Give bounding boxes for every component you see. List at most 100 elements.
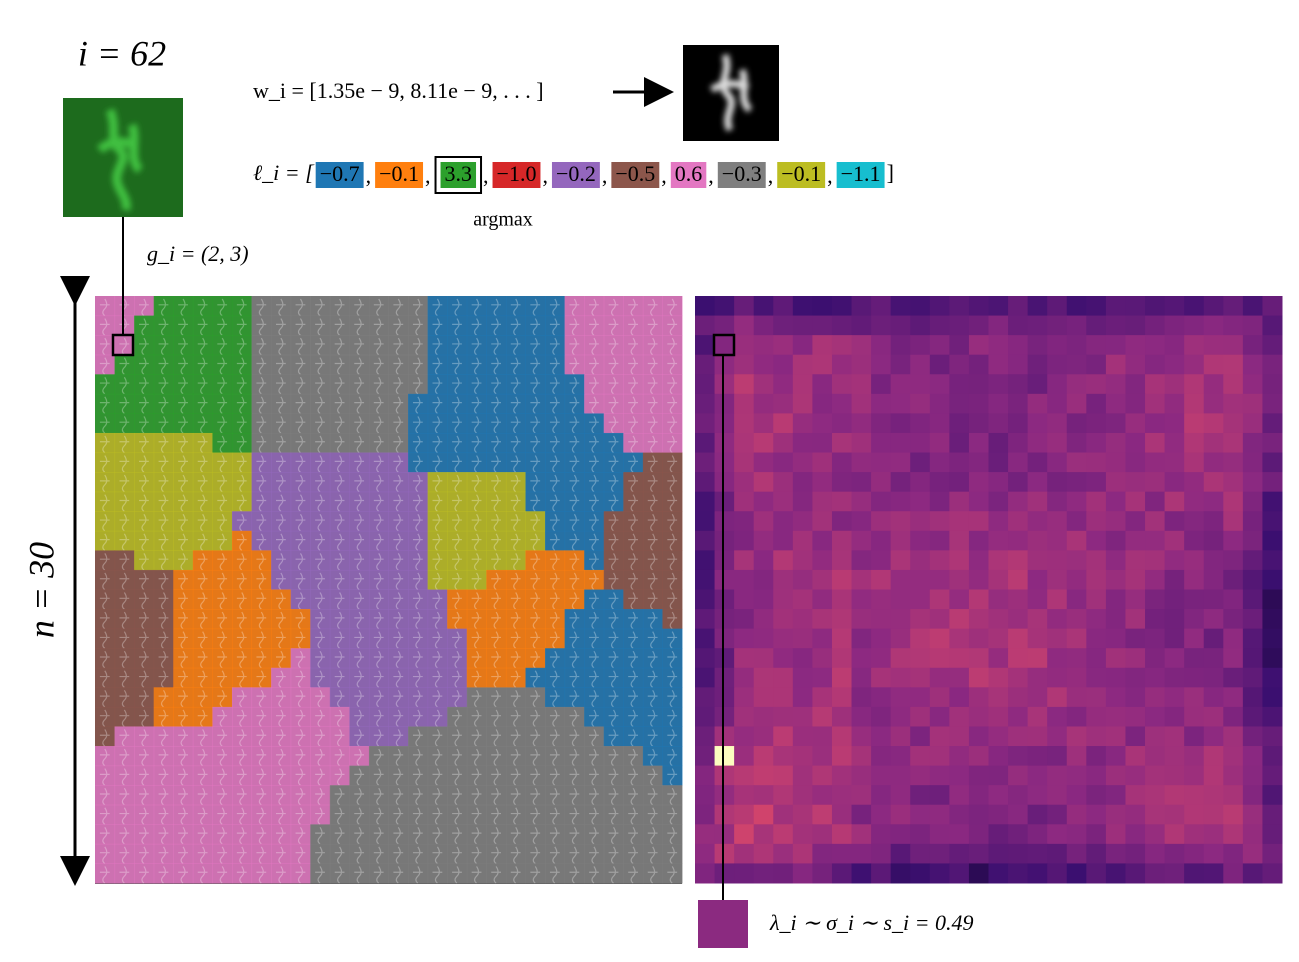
grid-cell bbox=[584, 432, 605, 454]
heat-cell bbox=[773, 530, 794, 551]
heat-cell bbox=[1086, 530, 1107, 551]
heat-cell bbox=[1164, 393, 1185, 414]
heat-cell bbox=[1164, 804, 1185, 825]
grid-cell bbox=[408, 511, 429, 532]
cell-glyph bbox=[334, 337, 345, 356]
cell-glyph bbox=[412, 357, 423, 375]
cell-glyph bbox=[119, 690, 130, 708]
heat-cell bbox=[1086, 354, 1107, 375]
cell-glyph bbox=[256, 611, 267, 630]
heat-cell bbox=[1125, 687, 1146, 708]
heat-cell bbox=[1047, 628, 1068, 649]
heat-cell bbox=[1008, 648, 1029, 669]
heat-cell bbox=[929, 393, 950, 414]
grid-cell bbox=[329, 550, 350, 571]
heat-cell bbox=[968, 530, 989, 551]
cell-glyph bbox=[334, 592, 345, 610]
heat-cell bbox=[1047, 843, 1068, 864]
heat-cell bbox=[968, 315, 989, 336]
grid-cell bbox=[545, 609, 566, 630]
heat-cell bbox=[695, 393, 716, 414]
cell-glyph bbox=[315, 318, 325, 336]
heat-cell bbox=[1105, 589, 1126, 610]
heat-cell bbox=[949, 785, 970, 806]
cell-glyph bbox=[236, 866, 247, 884]
scale-label: λ_i ∼ σ_i ∼ s_i = 0.49 bbox=[769, 910, 974, 935]
cell-glyph bbox=[158, 513, 169, 532]
cell-glyph bbox=[549, 455, 560, 473]
heat-cell bbox=[929, 413, 950, 434]
heat-cell bbox=[773, 589, 794, 610]
heat-cell bbox=[734, 667, 755, 688]
cell-glyph bbox=[236, 650, 247, 669]
grid-cell bbox=[134, 726, 155, 747]
grid-cell bbox=[134, 354, 155, 375]
heat-cell bbox=[910, 746, 931, 767]
cell-glyph bbox=[99, 435, 110, 454]
grid-cell bbox=[584, 452, 605, 473]
grid-cell bbox=[642, 628, 663, 649]
heat-cell bbox=[929, 785, 950, 806]
cell-glyph bbox=[667, 455, 678, 473]
heat-cell bbox=[734, 452, 755, 473]
cell-glyph bbox=[315, 807, 325, 825]
heat-cell bbox=[695, 530, 716, 551]
heat-cell bbox=[1164, 296, 1185, 317]
grid-cell bbox=[623, 335, 644, 356]
grid-cell bbox=[231, 609, 253, 630]
heat-cell bbox=[1223, 765, 1244, 786]
cell-glyph bbox=[217, 631, 228, 649]
grid-cell bbox=[368, 335, 389, 356]
heat-cell bbox=[734, 335, 755, 356]
heat-cell bbox=[714, 687, 735, 708]
grid-cell bbox=[623, 863, 644, 884]
heat-cell bbox=[1242, 785, 1263, 806]
separator: , bbox=[602, 163, 608, 188]
grid-cell bbox=[584, 843, 605, 864]
heat-cell bbox=[1223, 804, 1244, 825]
cell-glyph bbox=[197, 787, 208, 806]
heat-cell bbox=[851, 863, 872, 884]
grid-cell bbox=[388, 804, 409, 825]
heat-cell bbox=[1262, 667, 1283, 688]
heat-cell bbox=[1027, 726, 1048, 747]
heat-cell bbox=[1145, 530, 1166, 551]
grid-cell bbox=[192, 589, 213, 610]
grid-cell bbox=[114, 335, 135, 356]
cell-glyph bbox=[628, 631, 638, 649]
heat-cell bbox=[1242, 746, 1263, 767]
heat-cell bbox=[988, 452, 1009, 473]
grid-cell bbox=[447, 785, 468, 806]
heat-cell bbox=[949, 648, 970, 669]
heat-cell bbox=[1184, 393, 1205, 414]
cell-glyph bbox=[119, 572, 130, 591]
grid-cell bbox=[290, 765, 311, 786]
grid-cell bbox=[545, 746, 566, 767]
heat-cell bbox=[1223, 648, 1244, 669]
cell-glyph bbox=[373, 416, 384, 434]
grid-cell bbox=[192, 393, 213, 414]
grid-cell bbox=[408, 648, 429, 669]
cell-glyph bbox=[510, 768, 521, 786]
cell-glyph bbox=[334, 787, 345, 806]
grid-cell bbox=[95, 706, 116, 727]
cell-glyph bbox=[432, 826, 443, 845]
cell-glyph bbox=[275, 650, 286, 669]
heat-cell bbox=[1184, 687, 1205, 708]
heat-cell bbox=[871, 374, 892, 395]
heat-cell bbox=[949, 667, 970, 688]
cell-glyph bbox=[373, 298, 384, 317]
grid-cell bbox=[564, 726, 585, 747]
heat-cell bbox=[871, 530, 892, 551]
heat-cell bbox=[968, 843, 989, 864]
grid-cell bbox=[231, 726, 253, 747]
cell-glyph bbox=[158, 611, 169, 630]
cell-glyph bbox=[471, 572, 482, 591]
cell-glyph bbox=[197, 866, 208, 884]
cell-glyph bbox=[589, 553, 599, 571]
grid-cell bbox=[329, 804, 350, 825]
grid-cell bbox=[388, 296, 409, 317]
heat-cell bbox=[1145, 511, 1166, 532]
cell-glyph bbox=[217, 455, 228, 473]
grid-cell bbox=[114, 569, 135, 590]
